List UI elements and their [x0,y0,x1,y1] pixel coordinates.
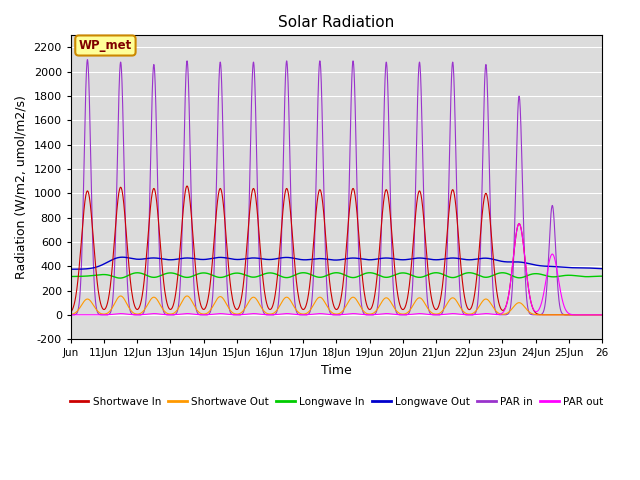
Longwave Out [593,265,600,271]
Shortwave Out [176,303,184,309]
Shortwave In [485,207,493,213]
PAR in [598,312,606,318]
PAR out [67,312,75,318]
Longwave In [593,274,600,279]
Longwave In [404,271,412,277]
PAR out [593,312,600,318]
Shortwave Out [534,312,541,318]
X-axis label: Time: Time [321,364,352,377]
PAR out [515,221,523,227]
Longwave Out [517,259,525,265]
Longwave Out [118,254,126,260]
Shortwave Out [485,299,493,304]
Shortwave In [67,309,75,315]
Title: Solar Radiation: Solar Radiation [278,15,395,30]
Longwave In [598,273,606,279]
Shortwave In [517,226,525,231]
Longwave In [116,275,124,281]
Longwave In [333,270,340,276]
Longwave In [517,275,525,280]
PAR in [485,158,493,164]
Shortwave In [176,252,184,258]
PAR in [593,312,600,318]
Longwave In [176,273,184,278]
PAR out [517,226,525,231]
Line: Longwave Out: Longwave Out [71,257,602,269]
Shortwave In [183,183,191,189]
Shortwave In [404,289,412,295]
Legend: Shortwave In, Shortwave Out, Longwave In, Longwave Out, PAR in, PAR out: Shortwave In, Shortwave Out, Longwave In… [65,393,607,411]
Longwave In [452,275,460,280]
Shortwave In [593,312,600,318]
Longwave In [67,274,75,279]
PAR out [598,312,606,318]
PAR in [451,126,459,132]
Longwave Out [485,255,493,261]
Text: WP_met: WP_met [79,39,132,52]
Shortwave In [451,198,459,204]
Line: PAR in: PAR in [71,60,602,315]
Shortwave In [598,312,606,318]
PAR in [404,311,412,317]
Y-axis label: Radiation (W/m2, umol/m2/s): Radiation (W/m2, umol/m2/s) [15,96,28,279]
Shortwave Out [67,312,75,317]
Shortwave Out [404,309,412,314]
Shortwave Out [117,293,125,299]
Longwave Out [67,266,75,272]
PAR out [176,312,184,317]
Shortwave In [537,312,545,318]
PAR out [451,311,459,317]
PAR in [67,312,75,318]
Longwave Out [404,256,412,262]
PAR in [176,289,184,295]
Longwave In [486,274,493,280]
Shortwave Out [451,297,459,302]
Line: Longwave In: Longwave In [71,273,602,278]
PAR out [485,311,493,317]
Line: Shortwave Out: Shortwave Out [71,296,602,315]
Longwave Out [598,266,606,272]
Line: PAR out: PAR out [71,224,602,315]
Longwave Out [176,256,184,262]
PAR in [84,57,92,62]
Line: Shortwave In: Shortwave In [71,186,602,315]
Shortwave Out [598,312,606,318]
Shortwave Out [593,312,600,318]
Longwave Out [451,255,459,261]
PAR out [404,312,412,317]
Shortwave Out [517,300,525,306]
PAR in [517,129,525,134]
